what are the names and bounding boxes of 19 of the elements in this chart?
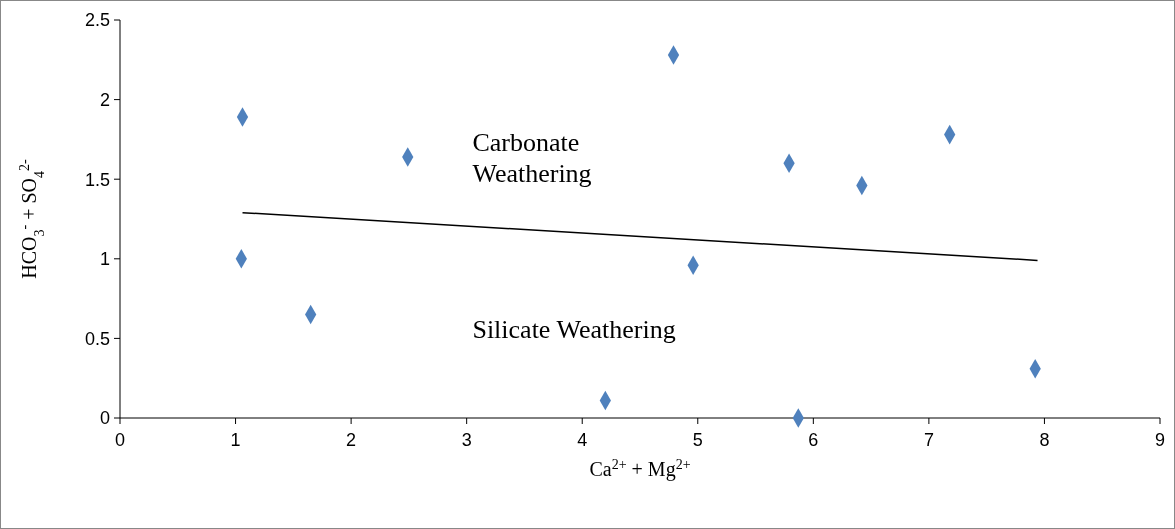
y-tick-label: 0 bbox=[99, 408, 110, 429]
y-tick-label: 2.5 bbox=[84, 10, 110, 31]
x-tick-label: 9 bbox=[1154, 430, 1166, 450]
x-axis-title: Ca$^{2+}$ + Mg$^{2+}$ bbox=[589, 456, 691, 481]
y-tick-label: 0.5 bbox=[84, 328, 110, 349]
x-tick-label: 4 bbox=[577, 430, 588, 450]
x-tick-label: 3 bbox=[461, 430, 472, 450]
x-tick-label: 2 bbox=[346, 430, 357, 450]
x-tick-label: 8 bbox=[1039, 430, 1050, 450]
x-tick-label: 1 bbox=[230, 430, 241, 450]
x-tick-label: 6 bbox=[808, 430, 819, 450]
y-tick-label: 1 bbox=[99, 249, 110, 270]
y-tick-label: 2 bbox=[99, 89, 110, 110]
x-tick-label: 7 bbox=[923, 430, 934, 450]
x-tick-label: 5 bbox=[692, 430, 703, 450]
annotation: Carbonate Weathering bbox=[472, 127, 592, 188]
x-tick-label: 0 bbox=[114, 430, 126, 450]
y-tick-label: 1.5 bbox=[84, 169, 110, 190]
annotation: Silicate Weathering bbox=[472, 315, 676, 345]
